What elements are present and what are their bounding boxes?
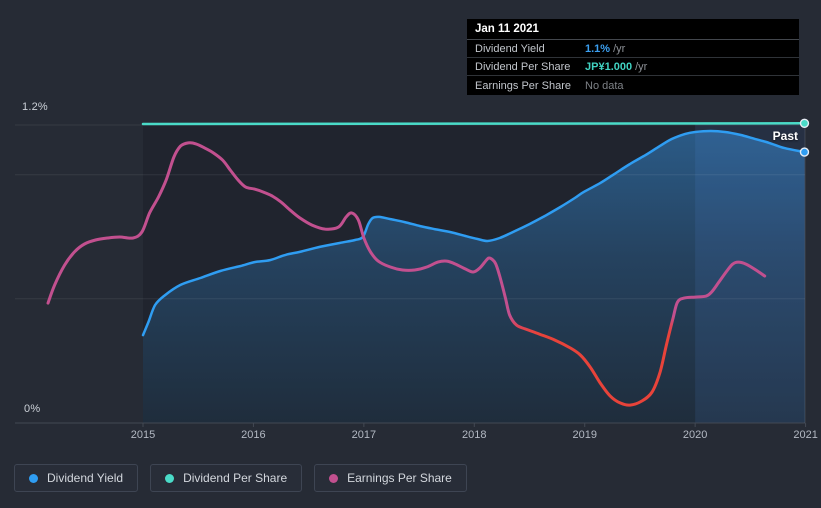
series-line-earnings-per-share <box>46 141 767 407</box>
dividend-yield-area <box>143 131 805 423</box>
tooltip-suffix: /yr <box>635 60 648 73</box>
highlight-band-past-year <box>695 124 805 423</box>
end-dot-dividend-yield <box>799 147 810 157</box>
end-dot-dividend-per-share <box>799 118 810 128</box>
tooltip-date: Jan 11 2021 <box>467 19 799 40</box>
legend-label: Earnings Per Share <box>347 471 452 485</box>
x-axis-label-2020: 2020 <box>682 429 708 441</box>
earnings-per-share-dot-icon <box>329 473 339 483</box>
y-axis-label-top: 1.2% <box>22 101 48 113</box>
legend-item-dividend-yield[interactable]: Dividend Yield <box>14 464 139 492</box>
tooltip: Jan 11 2021 Dividend Yield 1.1% /yr Divi… <box>467 19 799 95</box>
tooltip-label: Dividend Yield <box>475 42 545 55</box>
legend-item-earnings-per-share[interactable]: Earnings Per Share <box>314 464 467 492</box>
x-axis-label-2018: 2018 <box>462 429 487 441</box>
x-axis-label-2015: 2015 <box>130 429 156 441</box>
tooltip-row-dividend-per-share: Dividend Per Share JP¥1.000 /yr <box>467 58 799 76</box>
tooltip-value: JP¥1.000 <box>585 60 633 73</box>
tooltip-value: No data <box>585 79 624 92</box>
series-line-dividend-yield <box>141 129 806 337</box>
tooltip-row-dividend-yield: Dividend Yield 1.1% /yr <box>467 40 799 58</box>
tooltip-label: Dividend Per Share <box>475 60 571 73</box>
legend-item-dividend-per-share[interactable]: Dividend Per Share <box>150 464 303 492</box>
dividend-yield-dot-icon <box>29 473 38 483</box>
tooltip-row-earnings-per-share: Earnings Per Share No data <box>467 76 799 95</box>
x-axis-label-2017: 2017 <box>351 429 377 441</box>
past-label: Past <box>772 129 798 143</box>
x-axis-label-2021: 2021 <box>793 429 818 441</box>
legend-label: Dividend Yield <box>47 471 124 485</box>
tooltip-label: Earnings Per Share <box>475 79 571 92</box>
x-axis: 2015 2016 2017 2018 2019 2020 2021 <box>0 429 821 445</box>
y-axis-label-bottom: 0% <box>24 403 41 415</box>
tooltip-suffix: /yr <box>613 42 626 55</box>
dividend-per-share-dot-icon <box>165 473 175 483</box>
x-axis-label-2019: 2019 <box>572 429 597 441</box>
series-line-dividend-per-share <box>141 122 806 126</box>
legend-label: Dividend Per Share <box>183 471 288 485</box>
tooltip-value: 1.1% <box>585 42 611 55</box>
x-axis-label-2016: 2016 <box>241 429 266 441</box>
legend: Dividend Yield Dividend Per Share Earnin… <box>14 464 467 492</box>
